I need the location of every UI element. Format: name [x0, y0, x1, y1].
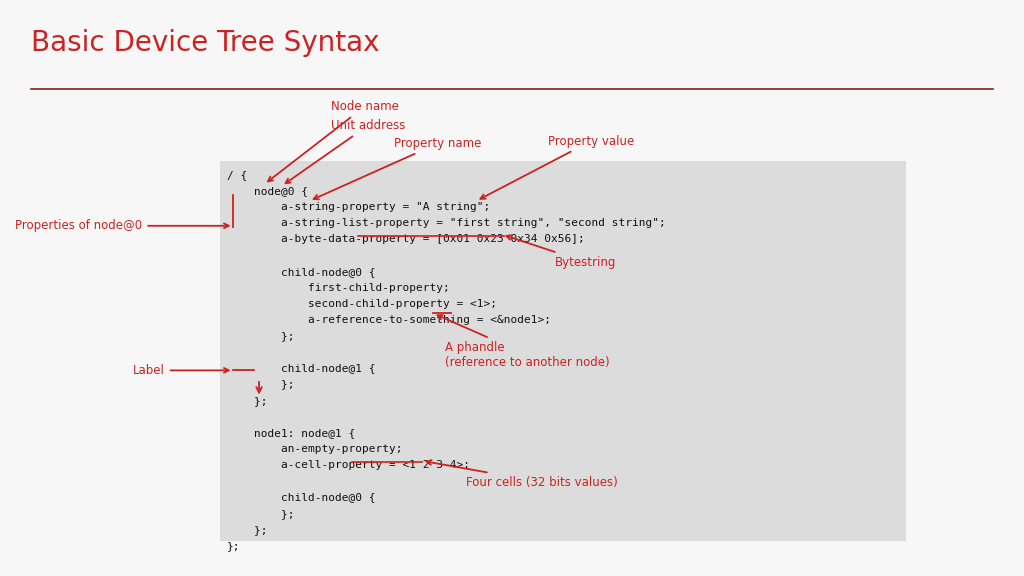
FancyBboxPatch shape — [220, 161, 906, 541]
Text: Property name: Property name — [313, 137, 481, 199]
Text: child-node@0 {: child-node@0 { — [227, 267, 376, 276]
Text: an-empty-property;: an-empty-property; — [227, 444, 402, 454]
Text: a-string-list-property = "first string", "second string";: a-string-list-property = "first string",… — [227, 218, 666, 228]
Text: };: }; — [227, 525, 268, 535]
Text: Basic Device Tree Syntax: Basic Device Tree Syntax — [31, 29, 379, 57]
Text: a-string-property = "A string";: a-string-property = "A string"; — [227, 202, 490, 212]
Text: a-reference-to-something = <&node1>;: a-reference-to-something = <&node1>; — [227, 315, 551, 325]
Text: node1: node@1 {: node1: node@1 { — [227, 428, 355, 438]
Text: };: }; — [227, 380, 295, 389]
Text: child-node@0 {: child-node@0 { — [227, 492, 376, 502]
Text: first-child-property;: first-child-property; — [227, 283, 451, 293]
Text: second-child-property = <1>;: second-child-property = <1>; — [227, 299, 498, 309]
Text: node@0 {: node@0 { — [227, 186, 308, 196]
Text: Property value: Property value — [480, 135, 634, 199]
Text: Label: Label — [133, 364, 228, 377]
Text: Bytestring: Bytestring — [506, 235, 616, 268]
Text: Node name: Node name — [268, 100, 398, 181]
Text: child-node@1 {: child-node@1 { — [227, 363, 376, 373]
Text: };: }; — [227, 509, 295, 518]
Text: };: }; — [227, 396, 268, 406]
Text: / {: / { — [227, 170, 248, 180]
Text: };: }; — [227, 331, 295, 341]
Text: a-cell-property = <1 2 3 4>;: a-cell-property = <1 2 3 4>; — [227, 460, 470, 470]
Text: Unit address: Unit address — [286, 119, 406, 183]
Text: Properties of node@0: Properties of node@0 — [15, 219, 228, 232]
Text: A phandle
(reference to another node): A phandle (reference to another node) — [437, 315, 610, 369]
Text: Four cells (32 bits values): Four cells (32 bits values) — [427, 460, 617, 488]
Text: };: }; — [227, 541, 241, 551]
Text: a-byte-data-property = [0x01 0x23 0x34 0x56];: a-byte-data-property = [0x01 0x23 0x34 0… — [227, 234, 585, 244]
